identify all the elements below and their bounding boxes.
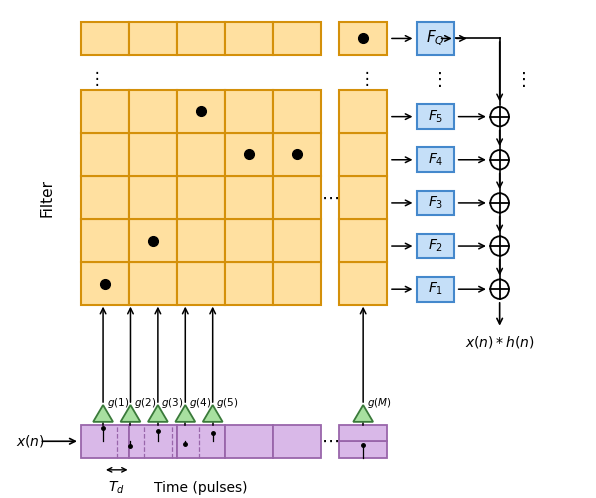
Bar (417, 234, 454, 258)
Text: $F_5$: $F_5$ (428, 109, 443, 125)
Text: $x(n)*h(n)$: $x(n)*h(n)$ (465, 334, 535, 350)
Circle shape (491, 107, 509, 126)
Bar (129, 262, 177, 305)
Polygon shape (148, 405, 168, 422)
Text: $F_4$: $F_4$ (428, 151, 443, 168)
Bar (177, 90, 225, 133)
Text: Time (pulses): Time (pulses) (154, 481, 248, 495)
Bar (81, 219, 129, 262)
Bar (273, 176, 321, 219)
Bar (225, 424, 273, 458)
Bar (417, 147, 454, 172)
Polygon shape (93, 405, 113, 422)
Polygon shape (120, 405, 141, 422)
Text: $g(4)$: $g(4)$ (189, 396, 211, 410)
Bar (81, 424, 129, 458)
Bar (273, 90, 321, 133)
Bar (339, 133, 387, 176)
Bar (273, 424, 321, 458)
Bar (225, 22, 273, 55)
Bar (225, 90, 273, 133)
Text: $T_d$: $T_d$ (108, 480, 125, 496)
Text: $g(5)$: $g(5)$ (216, 396, 238, 410)
Text: $F_3$: $F_3$ (428, 195, 443, 211)
Text: $g(2)$: $g(2)$ (134, 396, 156, 410)
Polygon shape (353, 405, 373, 422)
Circle shape (491, 279, 509, 299)
Bar (177, 176, 225, 219)
Bar (339, 219, 387, 262)
Bar (177, 219, 225, 262)
Bar (273, 262, 321, 305)
Bar (129, 219, 177, 262)
Bar (81, 22, 129, 55)
Bar (225, 176, 273, 219)
Bar (273, 133, 321, 176)
Text: $\vdots$: $\vdots$ (358, 69, 369, 88)
Text: $x(n)$: $x(n)$ (16, 433, 45, 449)
Bar (417, 104, 454, 129)
Bar (225, 219, 273, 262)
Bar (225, 262, 273, 305)
Bar (81, 90, 129, 133)
Bar (417, 22, 454, 55)
Bar (81, 262, 129, 305)
Bar (339, 424, 387, 441)
Bar (273, 22, 321, 55)
Bar (339, 90, 387, 133)
Bar (129, 133, 177, 176)
Bar (129, 424, 177, 458)
Bar (81, 133, 129, 176)
Bar (129, 176, 177, 219)
Polygon shape (203, 405, 223, 422)
Bar (225, 133, 273, 176)
Bar (339, 22, 387, 55)
Text: $F_2$: $F_2$ (428, 238, 443, 254)
Text: $g(M)$: $g(M)$ (367, 396, 392, 410)
Bar (417, 277, 454, 302)
Circle shape (491, 237, 509, 256)
Bar (273, 219, 321, 262)
Text: Filter: Filter (40, 178, 55, 217)
Text: $\vdots$: $\vdots$ (430, 70, 442, 89)
Text: $\vdots$: $\vdots$ (514, 70, 526, 89)
Bar (177, 424, 225, 458)
Bar (339, 176, 387, 219)
Text: $\cdots$: $\cdots$ (321, 189, 339, 207)
Text: $F_Q$: $F_Q$ (426, 29, 445, 48)
Bar (129, 90, 177, 133)
Text: $\vdots$: $\vdots$ (88, 69, 100, 88)
Bar (129, 22, 177, 55)
Polygon shape (175, 405, 195, 422)
Bar (177, 22, 225, 55)
Text: $F_1$: $F_1$ (428, 281, 443, 297)
Circle shape (491, 193, 509, 213)
Text: $g(3)$: $g(3)$ (162, 396, 184, 410)
Bar (417, 191, 454, 215)
Text: $\cdots$: $\cdots$ (321, 432, 339, 450)
Bar (339, 441, 387, 458)
Bar (81, 176, 129, 219)
Text: $g(1)$: $g(1)$ (107, 396, 129, 410)
Circle shape (491, 150, 509, 169)
Bar (177, 133, 225, 176)
Bar (339, 262, 387, 305)
Bar (177, 262, 225, 305)
